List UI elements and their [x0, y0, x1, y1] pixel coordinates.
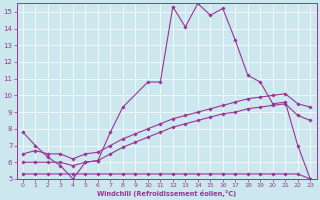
X-axis label: Windchill (Refroidissement éolien,°C): Windchill (Refroidissement éolien,°C)	[97, 190, 236, 197]
